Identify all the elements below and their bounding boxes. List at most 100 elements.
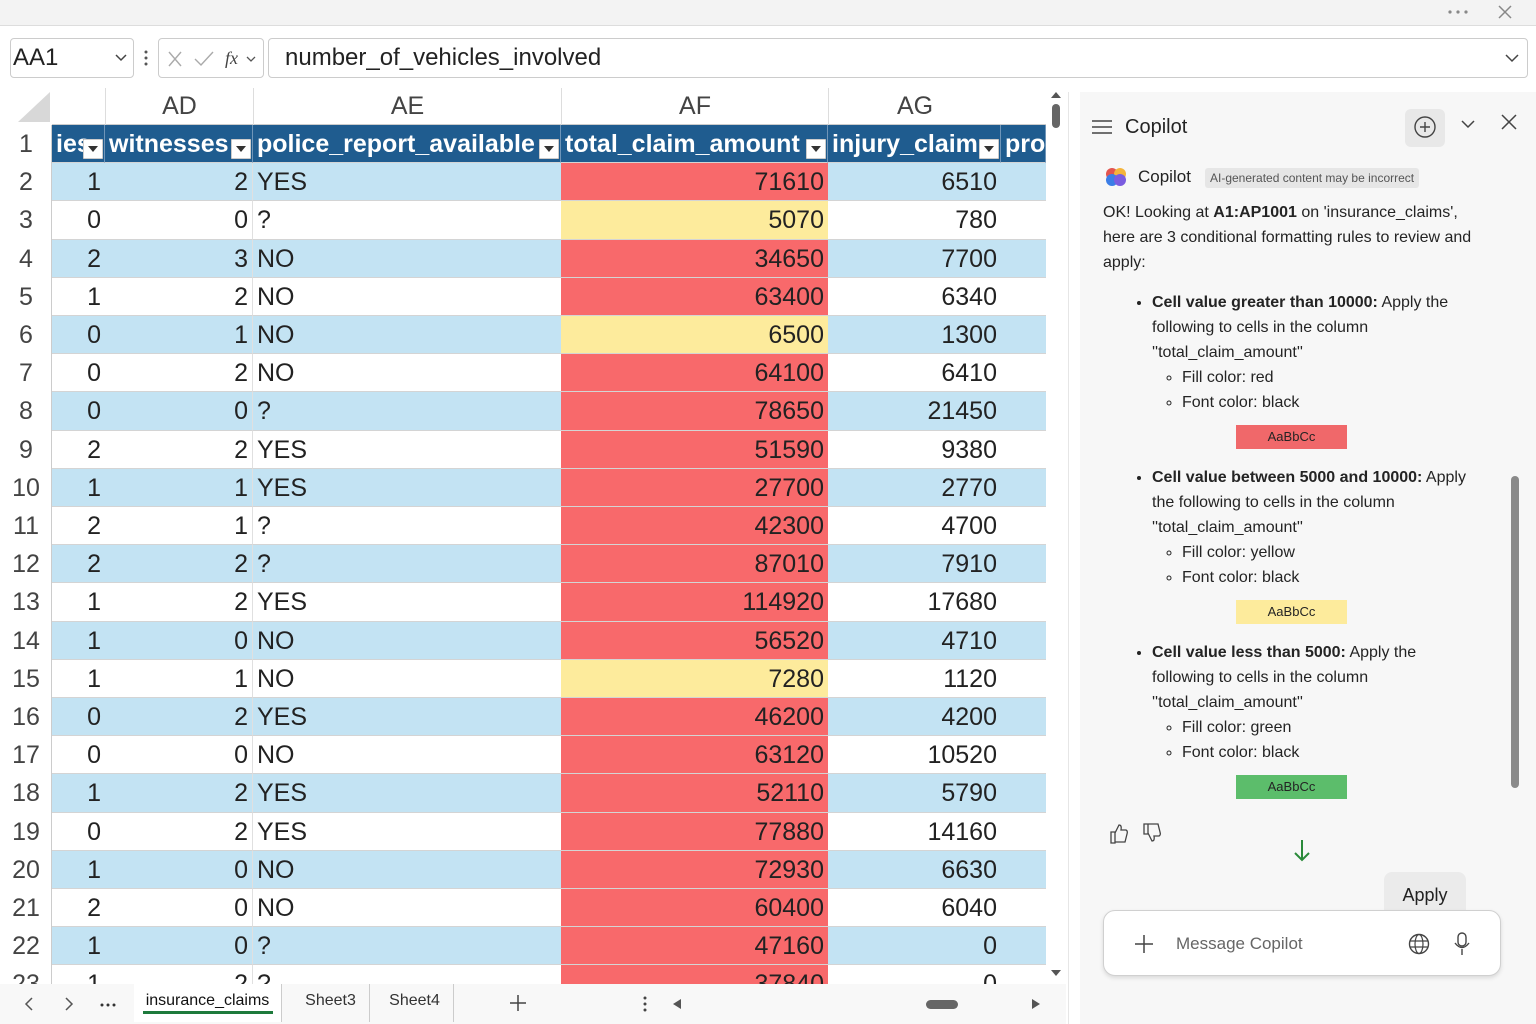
column-letter: AD — [105, 88, 253, 125]
input-placeholder: Message Copilot — [1176, 934, 1303, 953]
filter-button[interactable] — [539, 139, 559, 159]
scroll-down-icon[interactable] — [1292, 838, 1312, 864]
cell: 77880 — [561, 812, 828, 851]
cell: 0 — [52, 812, 105, 851]
collapse-icon[interactable] — [1460, 118, 1476, 130]
globe-icon[interactable] — [1408, 933, 1430, 955]
intro-range: A1:AP1001 — [1213, 204, 1297, 221]
intro-before: OK! Looking at — [1103, 204, 1214, 221]
empty-cell — [1001, 316, 1046, 355]
cell: 1 — [105, 468, 253, 507]
vertical-scrollbar[interactable] — [1048, 88, 1064, 984]
fill-color: Fill color: red — [1182, 365, 1482, 390]
cell: 114920 — [561, 583, 828, 622]
pane-scrollbar[interactable] — [1511, 476, 1519, 788]
copilot-pane: Copilot Copilot AI-generated content may… — [1080, 92, 1536, 1024]
filter-button[interactable] — [806, 139, 826, 159]
cell: ? — [253, 927, 561, 966]
empty-cell — [1001, 354, 1046, 393]
empty-cell — [1001, 239, 1046, 278]
cell: 63400 — [561, 277, 828, 316]
formula-options-icon[interactable] — [140, 48, 152, 68]
cell: 63120 — [561, 736, 828, 775]
rule-list: Cell value greater than 10000: Apply the… — [1102, 290, 1482, 799]
feedback-icons[interactable] — [1108, 822, 1178, 846]
row-number: 9 — [0, 430, 52, 469]
intro-after: on 'insurance_claims', here are 3 condit… — [1103, 204, 1472, 271]
cell: 7910 — [828, 545, 1001, 584]
cell: 1 — [52, 659, 105, 698]
cell: 1300 — [828, 316, 1001, 355]
filter-button[interactable] — [83, 139, 103, 159]
rule-item: Cell value between 5000 and 10000: Apply… — [1152, 465, 1482, 624]
cell: NO — [253, 736, 561, 775]
cell: YES — [253, 698, 561, 737]
column-letter: AE — [253, 88, 561, 125]
row-number: 2 — [0, 163, 52, 202]
title-bar — [0, 0, 1536, 26]
cell: NO — [253, 277, 561, 316]
spreadsheet-grid: AD AE AF AG 1 ies witnesses police_report_avail… — [0, 88, 1046, 984]
empty-cell — [1001, 430, 1046, 469]
message-input[interactable]: Message Copilot — [1103, 910, 1501, 976]
sheet-nav[interactable] — [20, 994, 120, 1014]
filter-button[interactable] — [979, 139, 999, 159]
rule-title: Cell value greater than 10000: — [1152, 294, 1378, 311]
close-pane-icon[interactable] — [1501, 114, 1517, 130]
cell: 6500 — [561, 316, 828, 355]
empty-cell — [1001, 545, 1046, 584]
cell: 2 — [105, 812, 253, 851]
font-color: Font color: black — [1182, 740, 1482, 765]
empty-cell — [1001, 201, 1046, 240]
cell: 1 — [52, 965, 105, 984]
close-window-icon[interactable] — [1498, 5, 1512, 19]
empty-cell — [1001, 927, 1046, 966]
row-number: 6 — [0, 316, 52, 355]
sender-name: Copilot — [1138, 167, 1191, 186]
row-number: 19 — [0, 812, 52, 851]
cell: YES — [253, 812, 561, 851]
formula-icons[interactable]: fx — [167, 49, 257, 69]
cell: 2 — [52, 430, 105, 469]
row-number: 3 — [0, 201, 52, 240]
cell: 0 — [52, 698, 105, 737]
format-sample: AaBbCc — [1236, 600, 1347, 624]
cell: 1 — [52, 277, 105, 316]
select-all[interactable] — [0, 88, 52, 125]
cell: NO — [253, 889, 561, 928]
cell: NO — [253, 850, 561, 889]
active-tab-underline — [143, 1011, 273, 1014]
filter-button[interactable] — [231, 139, 251, 159]
cell: 37840 — [561, 965, 828, 984]
sheet-tab[interactable]: insurance_claims — [134, 984, 282, 1022]
menu-icon[interactable] — [1092, 119, 1112, 135]
sheet-tab[interactable]: Sheet3 — [292, 984, 370, 1022]
new-chat-button[interactable] — [1405, 109, 1445, 147]
cell: 1 — [52, 468, 105, 507]
cell: ? — [253, 507, 561, 546]
intro-text: OK! Looking at A1:AP1001 on 'insurance_c… — [1103, 200, 1493, 275]
cell: ? — [253, 965, 561, 984]
formula-input[interactable]: number_of_vehicles_involved — [268, 38, 1528, 78]
cell: 0 — [52, 201, 105, 240]
empty-cell — [1001, 698, 1046, 737]
cell: 51590 — [561, 430, 828, 469]
header-cell: injury_claim — [828, 125, 1001, 164]
name-box[interactable]: AA1 — [10, 38, 134, 78]
row-number: 13 — [0, 583, 52, 622]
cell: 56520 — [561, 621, 828, 660]
attach-icon[interactable] — [1134, 934, 1154, 954]
sheet-tab-bar: insurance_claims Sheet3 Sheet4 — [0, 984, 1066, 1024]
cell: 2 — [52, 239, 105, 278]
copilot-title: Copilot — [1125, 116, 1188, 138]
rule-title: Cell value between 5000 and 10000: — [1152, 469, 1423, 486]
rule-details: Fill color: yellowFont color: black — [1152, 540, 1482, 590]
add-sheet[interactable] — [508, 993, 528, 1013]
horizontal-scrollbar[interactable] — [640, 994, 1040, 1014]
cell: 0 — [52, 316, 105, 355]
mic-icon[interactable] — [1454, 932, 1470, 956]
sheet-tab[interactable]: Sheet4 — [376, 984, 454, 1022]
more-icon[interactable] — [1446, 6, 1470, 18]
cell: 2 — [105, 430, 253, 469]
rule-description: Apply the following to cells in the colu… — [1152, 469, 1466, 536]
